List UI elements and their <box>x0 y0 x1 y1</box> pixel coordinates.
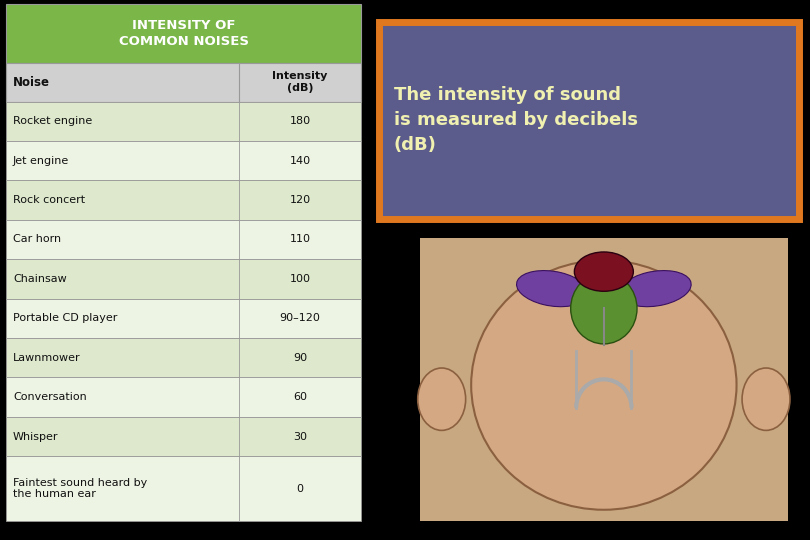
Text: Intensity
(dB): Intensity (dB) <box>272 71 328 93</box>
Text: 180: 180 <box>289 116 310 126</box>
Text: 90: 90 <box>293 353 307 363</box>
Text: Car horn: Car horn <box>13 234 61 245</box>
Text: 110: 110 <box>289 234 310 245</box>
Bar <box>6 180 361 220</box>
Text: 90–120: 90–120 <box>279 313 321 323</box>
Text: 140: 140 <box>289 156 310 166</box>
Ellipse shape <box>517 271 588 307</box>
Ellipse shape <box>471 260 736 510</box>
Text: 30: 30 <box>293 431 307 442</box>
Bar <box>6 4 361 63</box>
Text: Whisper: Whisper <box>13 431 58 442</box>
Bar <box>6 259 361 299</box>
Bar <box>379 22 799 219</box>
Text: Jet engine: Jet engine <box>13 156 69 166</box>
Text: Conversation: Conversation <box>13 392 87 402</box>
Circle shape <box>574 252 633 291</box>
Ellipse shape <box>620 271 691 307</box>
Text: 120: 120 <box>289 195 310 205</box>
Text: INTENSITY OF
COMMON NOISES: INTENSITY OF COMMON NOISES <box>119 19 249 48</box>
Text: 0: 0 <box>296 484 304 494</box>
Text: Faintest sound heard by
the human ear: Faintest sound heard by the human ear <box>13 478 147 500</box>
Text: Rock concert: Rock concert <box>13 195 85 205</box>
Bar <box>6 338 361 377</box>
Bar <box>420 238 788 521</box>
Text: 100: 100 <box>289 274 310 284</box>
Bar <box>6 377 361 417</box>
Bar <box>6 220 361 259</box>
Ellipse shape <box>571 273 637 344</box>
Bar <box>6 417 361 456</box>
Bar <box>6 141 361 180</box>
Bar <box>6 63 361 102</box>
Bar <box>6 299 361 338</box>
Text: Noise: Noise <box>13 76 50 89</box>
Text: 60: 60 <box>293 392 307 402</box>
Ellipse shape <box>742 368 790 430</box>
Text: Portable CD player: Portable CD player <box>13 313 117 323</box>
Text: The intensity of sound
is measured by decibels
(dB): The intensity of sound is measured by de… <box>394 86 637 154</box>
Bar <box>6 456 361 521</box>
Text: Rocket engine: Rocket engine <box>13 116 92 126</box>
Text: Chainsaw: Chainsaw <box>13 274 66 284</box>
Ellipse shape <box>418 368 466 430</box>
Text: Lawnmower: Lawnmower <box>13 353 80 363</box>
Bar <box>6 102 361 141</box>
